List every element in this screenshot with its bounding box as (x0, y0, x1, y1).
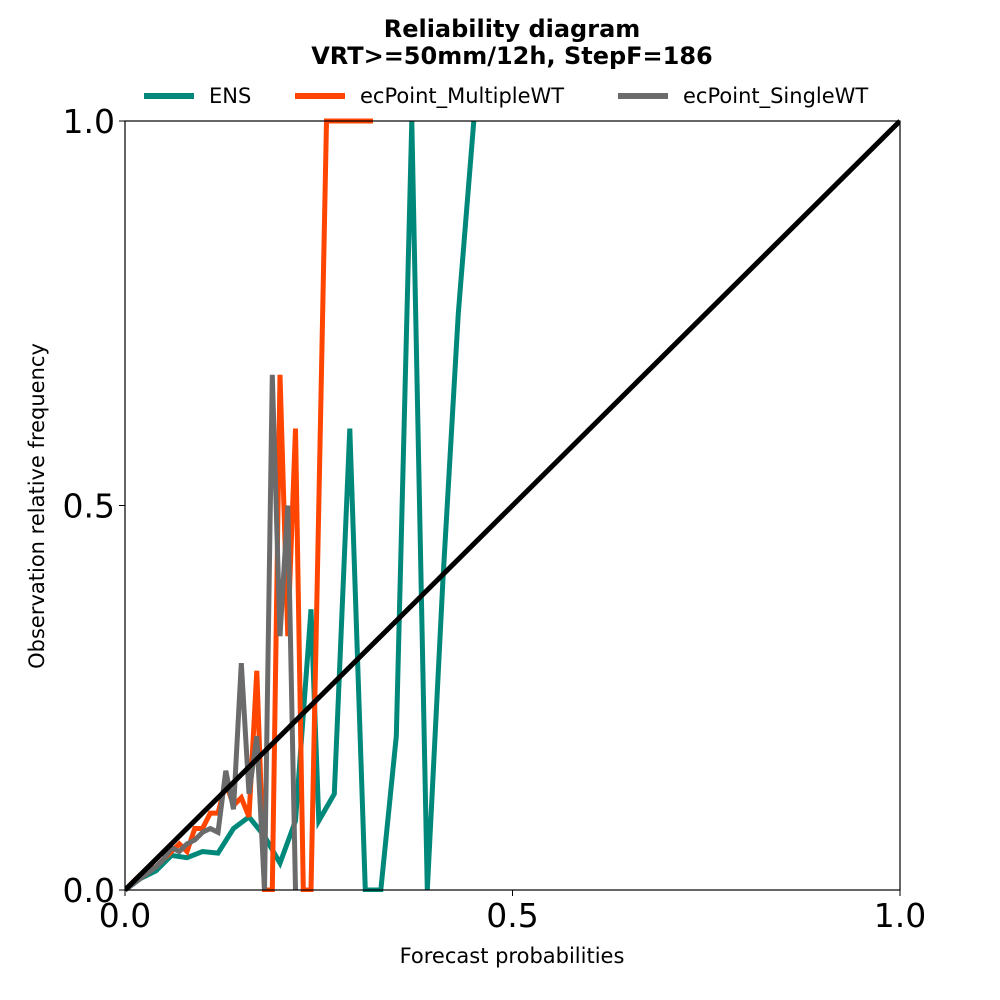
y-tick-label: 1.0 (63, 102, 115, 141)
x-tick-label: 0.0 (99, 896, 151, 935)
legend-label-ens: ENS (209, 84, 252, 108)
y-tick-label: 0.5 (63, 487, 115, 526)
legend-item-ecpoint-singlewt: ecPoint_SingleWT (618, 82, 868, 110)
ticks-layer: 0.0 0.5 1.0 0.0 0.5 1.0 (63, 102, 927, 935)
chart-title: Reliability diagram (383, 15, 641, 43)
chart-subtitle: VRT>=50mm/12h, StepF=186 (311, 42, 713, 70)
legend-item-ens: ENS (144, 82, 251, 110)
legend-swatch-ens (144, 93, 194, 99)
y-tick-label: 0.0 (63, 871, 115, 910)
x-tick-label: 0.5 (486, 896, 538, 935)
diagonal-reference-line (125, 119, 900, 892)
y-axis-label: Observation relative frequency (25, 343, 49, 669)
series-layer (125, 118, 900, 892)
legend-label-ecpoint-multiplewt: ecPoint_MultipleWT (360, 84, 565, 108)
legend-item-ecpoint-multiplewt: ecPoint_MultipleWT (295, 82, 564, 110)
legend-swatch-ecpoint-multiplewt (295, 93, 345, 99)
x-axis-label: Forecast probabilities (400, 944, 625, 968)
legend: ENS ecPoint_MultipleWT ecPoint_SingleWT (140, 82, 900, 110)
series-line-ecpoint-singlewt (125, 374, 298, 892)
legend-swatch-ecpoint-singlewt (618, 93, 668, 99)
legend-label-ecpoint-singlewt: ecPoint_SingleWT (683, 84, 869, 108)
x-tick-label: 1.0 (874, 896, 926, 935)
